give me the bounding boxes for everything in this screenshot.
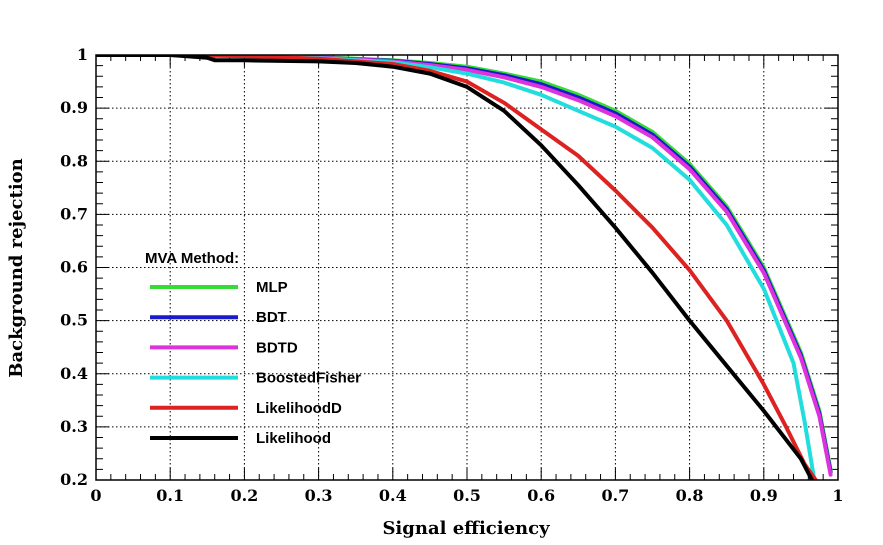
y-tick-label: 0.8: [60, 151, 88, 170]
legend-title: MVA Method:: [145, 250, 239, 267]
legend: MVA Method: MLP BDT BDTD BoostedFisher Likel…: [145, 250, 361, 447]
x-tick-label: 1: [832, 486, 843, 505]
y-axis-title: Background rejection: [6, 158, 27, 378]
x-tick-label: 0.3: [305, 486, 333, 505]
x-tick-label: 0.6: [527, 486, 555, 505]
legend-label-bdtd: BDTD: [256, 339, 298, 356]
x-tick-label: 0.4: [379, 486, 407, 505]
legend-items: MLP BDT BDTD BoostedFisher LikelihoodD Likeli…: [150, 279, 361, 447]
axis-ticks: [95, 54, 839, 481]
y-tick-label: 0.9: [60, 98, 88, 117]
y-tick-label: 0.6: [60, 258, 88, 277]
legend-label-bdt: BDT: [256, 309, 287, 326]
x-tick-label: 0.8: [676, 486, 704, 505]
x-tick-label: 0.9: [750, 486, 778, 505]
x-tick-label: 0.2: [230, 486, 258, 505]
y-tick-label: 0.2: [60, 470, 88, 489]
y-tick-label: 0.4: [60, 364, 88, 383]
series-line-likelihood: [96, 55, 814, 480]
y-tick-label: 0.5: [60, 311, 88, 330]
x-axis-title: Signal efficiency: [382, 518, 550, 539]
legend-label-mlp: MLP: [256, 279, 288, 296]
series-lines: [96, 55, 833, 480]
y-tick-label: 0.3: [60, 417, 88, 436]
y-tick-label: 1: [77, 45, 88, 64]
y-tick-label: 0.7: [60, 204, 88, 223]
x-tick-label: 0: [90, 486, 101, 505]
plot-frame: [95, 54, 839, 481]
x-tick-label: 0.7: [601, 486, 629, 505]
series-line-likelihoodd: [96, 55, 818, 480]
legend-label-likelihood: Likelihood: [256, 430, 331, 447]
legend-label-boostedfisher: BoostedFisher: [256, 370, 361, 387]
legend-label-likelihoodd: LikelihoodD: [256, 400, 342, 417]
x-tick-label: 0.1: [156, 486, 184, 505]
x-tick-labels: 0 0.1 0.2 0.3 0.4 0.5 0.6 0.7 0.8 0.9 1: [90, 486, 843, 505]
y-tick-labels: 0.2 0.3 0.4 0.5 0.6 0.7 0.8 0.9 1: [60, 45, 88, 489]
x-tick-label: 0.5: [453, 486, 481, 505]
